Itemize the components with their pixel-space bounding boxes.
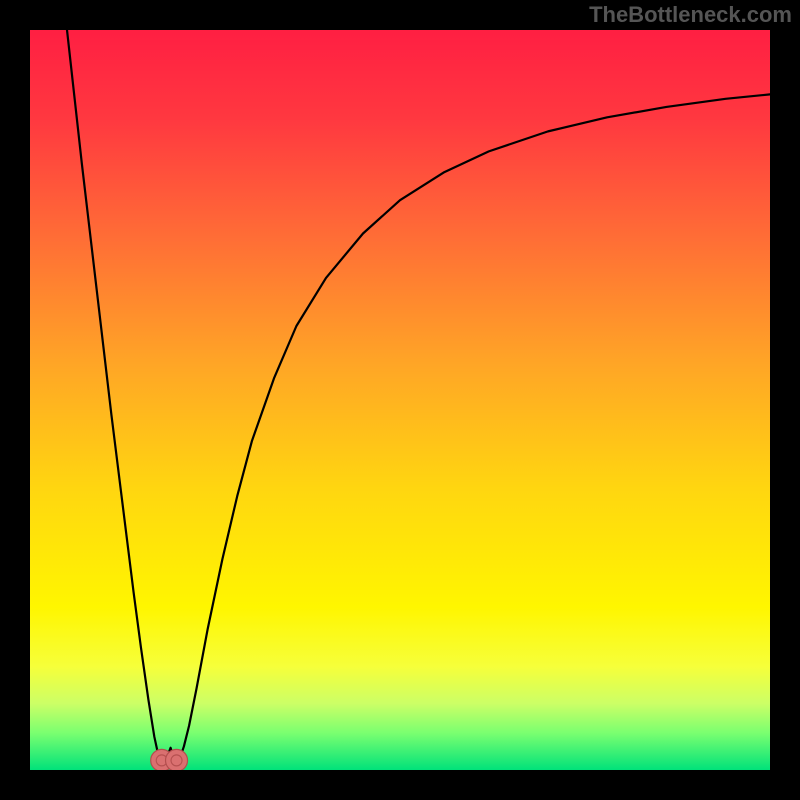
cusp-marker-1	[166, 749, 188, 771]
chart-frame: TheBottleneck.com	[0, 0, 800, 800]
plot-background	[30, 30, 770, 770]
chart-svg	[0, 0, 800, 800]
